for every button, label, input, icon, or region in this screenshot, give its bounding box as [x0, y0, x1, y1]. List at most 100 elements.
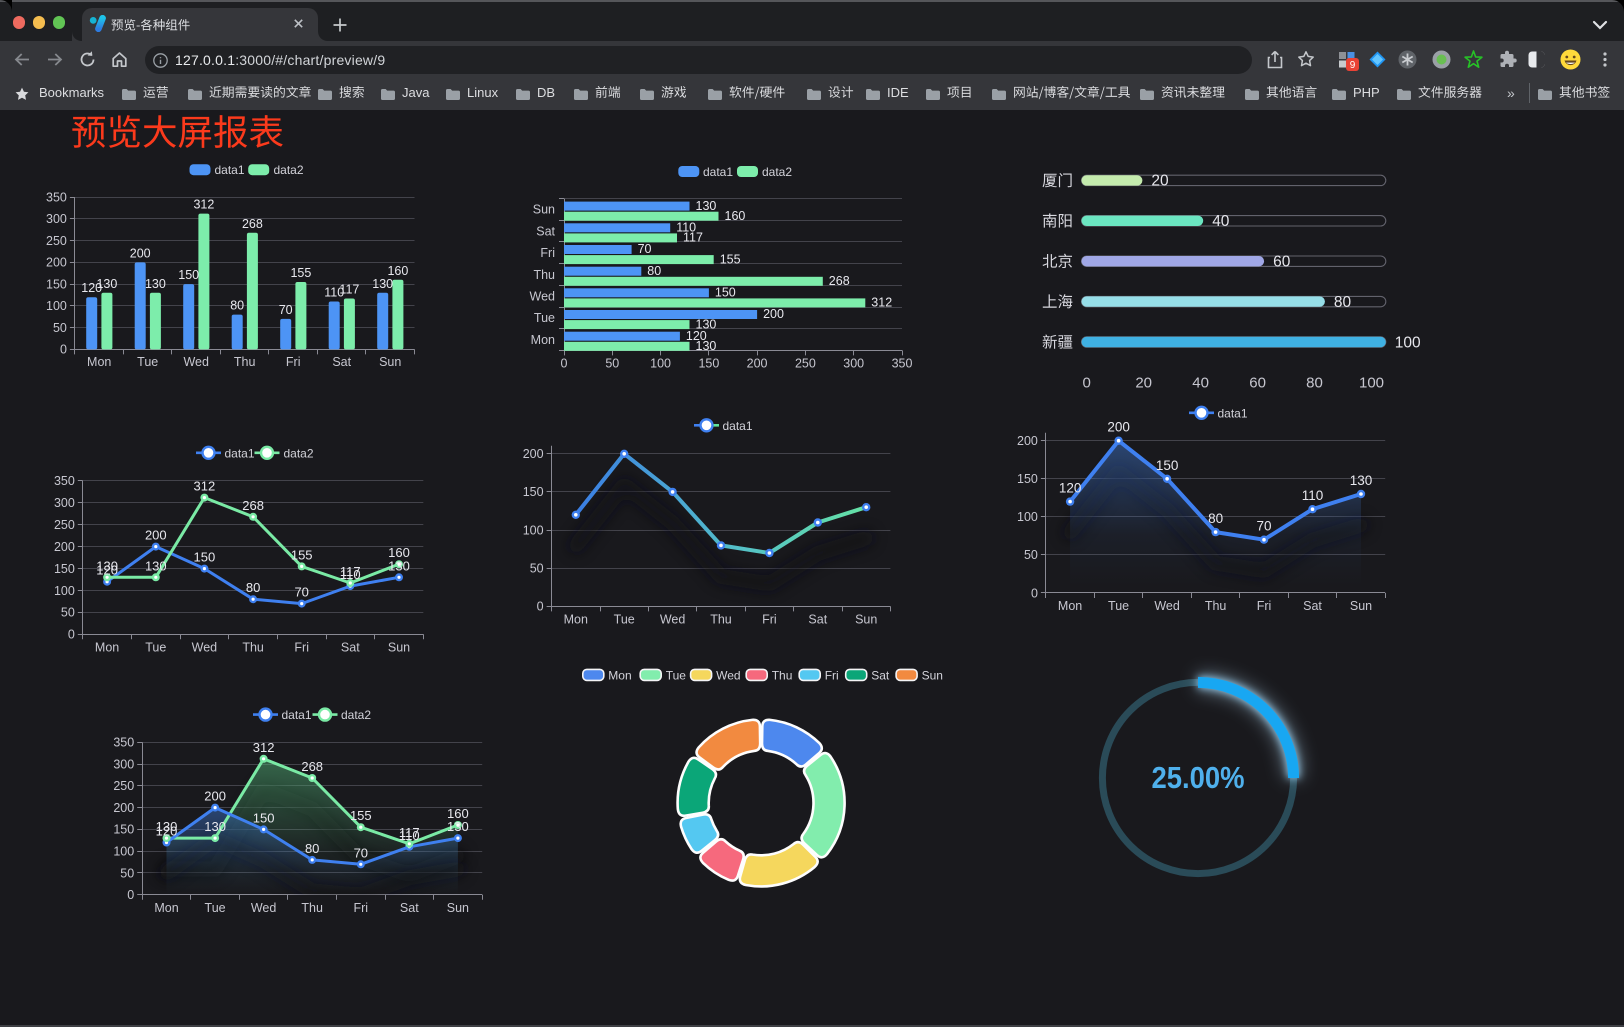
svg-text:80: 80	[1208, 511, 1223, 526]
svg-text:Mon: Mon	[95, 640, 119, 654]
svg-text:Wed: Wed	[660, 612, 686, 626]
svg-text:117: 117	[683, 231, 703, 245]
svg-text:Sat: Sat	[1303, 599, 1322, 613]
svg-text:data1: data1	[723, 419, 753, 433]
svg-text:Mon: Mon	[154, 901, 178, 915]
svg-text:100: 100	[1017, 510, 1038, 524]
svg-text:Sun: Sun	[855, 612, 877, 626]
svg-text:0: 0	[561, 356, 568, 370]
svg-text:117: 117	[339, 283, 359, 297]
svg-text:350: 350	[46, 190, 67, 204]
svg-text:0: 0	[127, 888, 134, 902]
svg-text:120: 120	[686, 329, 707, 343]
svg-text:Thu: Thu	[533, 268, 555, 282]
svg-text:50: 50	[120, 866, 134, 880]
svg-text:268: 268	[242, 217, 263, 231]
svg-text:data2: data2	[284, 446, 314, 460]
svg-text:110: 110	[340, 567, 361, 582]
svg-text:268: 268	[829, 274, 850, 288]
svg-text:Thu: Thu	[234, 355, 256, 369]
svg-text:0: 0	[1031, 586, 1038, 600]
svg-text:Sun: Sun	[1350, 599, 1372, 613]
svg-text:40: 40	[1192, 375, 1209, 392]
svg-text:Tue: Tue	[614, 612, 635, 626]
svg-text:312: 312	[194, 479, 216, 494]
svg-text:200: 200	[763, 307, 784, 321]
svg-text:Mon: Mon	[1058, 599, 1082, 613]
svg-text:160: 160	[447, 806, 469, 821]
svg-text:150: 150	[253, 810, 275, 825]
svg-text:130: 130	[696, 339, 717, 353]
svg-text:312: 312	[193, 198, 214, 212]
svg-text:100: 100	[1395, 334, 1421, 351]
svg-text:150: 150	[1017, 472, 1038, 486]
svg-text:110: 110	[324, 286, 344, 300]
svg-text:Fri: Fri	[286, 355, 301, 369]
svg-text:200: 200	[1107, 420, 1130, 435]
svg-text:Sat: Sat	[871, 669, 890, 683]
svg-text:0: 0	[60, 343, 67, 357]
svg-text:100: 100	[46, 299, 67, 313]
svg-text:Sun: Sun	[388, 640, 410, 654]
svg-text:130: 130	[96, 558, 118, 573]
svg-text:200: 200	[747, 356, 768, 370]
svg-text:200: 200	[204, 789, 226, 804]
svg-text:300: 300	[46, 212, 67, 226]
svg-text:Sat: Sat	[332, 355, 351, 369]
svg-text:150: 150	[54, 562, 75, 576]
svg-text:Wed: Wed	[251, 901, 277, 915]
svg-text:80: 80	[230, 299, 244, 313]
svg-text:20: 20	[1135, 375, 1152, 392]
svg-text:Thu: Thu	[242, 640, 264, 654]
svg-text:50: 50	[1024, 548, 1038, 562]
svg-text:Fri: Fri	[825, 669, 839, 683]
svg-text:130: 130	[447, 819, 469, 834]
svg-text:200: 200	[54, 540, 75, 554]
svg-text:150: 150	[46, 277, 67, 291]
svg-text:data2: data2	[341, 708, 371, 722]
svg-text:200: 200	[113, 801, 134, 815]
svg-text:130: 130	[96, 277, 117, 291]
svg-text:150: 150	[523, 485, 544, 499]
svg-text:155: 155	[350, 808, 372, 823]
svg-text:50: 50	[605, 356, 619, 370]
svg-text:50: 50	[61, 606, 75, 620]
svg-text:80: 80	[1334, 294, 1352, 311]
svg-text:40: 40	[1212, 213, 1230, 230]
svg-text:150: 150	[194, 550, 216, 565]
svg-text:268: 268	[242, 498, 264, 513]
svg-text:160: 160	[387, 264, 408, 278]
svg-text:120: 120	[156, 824, 178, 839]
svg-text:130: 130	[145, 277, 166, 291]
svg-text:100: 100	[54, 584, 75, 598]
svg-text:300: 300	[113, 757, 134, 771]
svg-text:130: 130	[1350, 473, 1373, 488]
svg-text:Tue: Tue	[534, 311, 555, 325]
svg-text:150: 150	[1156, 458, 1179, 473]
svg-text:160: 160	[388, 545, 410, 560]
svg-text:150: 150	[698, 356, 719, 370]
svg-text:data1: data1	[282, 708, 312, 722]
svg-text:120: 120	[1059, 481, 1082, 496]
svg-text:Wed: Wed	[1154, 599, 1180, 613]
svg-text:300: 300	[843, 356, 864, 370]
svg-text:312: 312	[871, 296, 892, 310]
svg-text:Tue: Tue	[137, 355, 158, 369]
svg-text:25.00%: 25.00%	[1152, 760, 1245, 795]
svg-text:60: 60	[1249, 375, 1266, 392]
svg-text:120: 120	[81, 281, 102, 295]
svg-text:data1: data1	[225, 446, 255, 460]
svg-text:Tue: Tue	[666, 669, 687, 683]
svg-text:200: 200	[46, 256, 67, 270]
svg-text:Thu: Thu	[772, 669, 793, 683]
svg-text:80: 80	[246, 580, 260, 595]
svg-text:110: 110	[676, 221, 696, 235]
svg-text:160: 160	[725, 209, 746, 223]
svg-text:Thu: Thu	[710, 612, 732, 626]
svg-text:Fri: Fri	[354, 901, 369, 915]
svg-text:70: 70	[638, 242, 652, 256]
svg-text:117: 117	[399, 825, 420, 840]
svg-text:Sun: Sun	[922, 669, 943, 683]
svg-text:150: 150	[113, 823, 134, 837]
svg-text:70: 70	[279, 303, 293, 317]
